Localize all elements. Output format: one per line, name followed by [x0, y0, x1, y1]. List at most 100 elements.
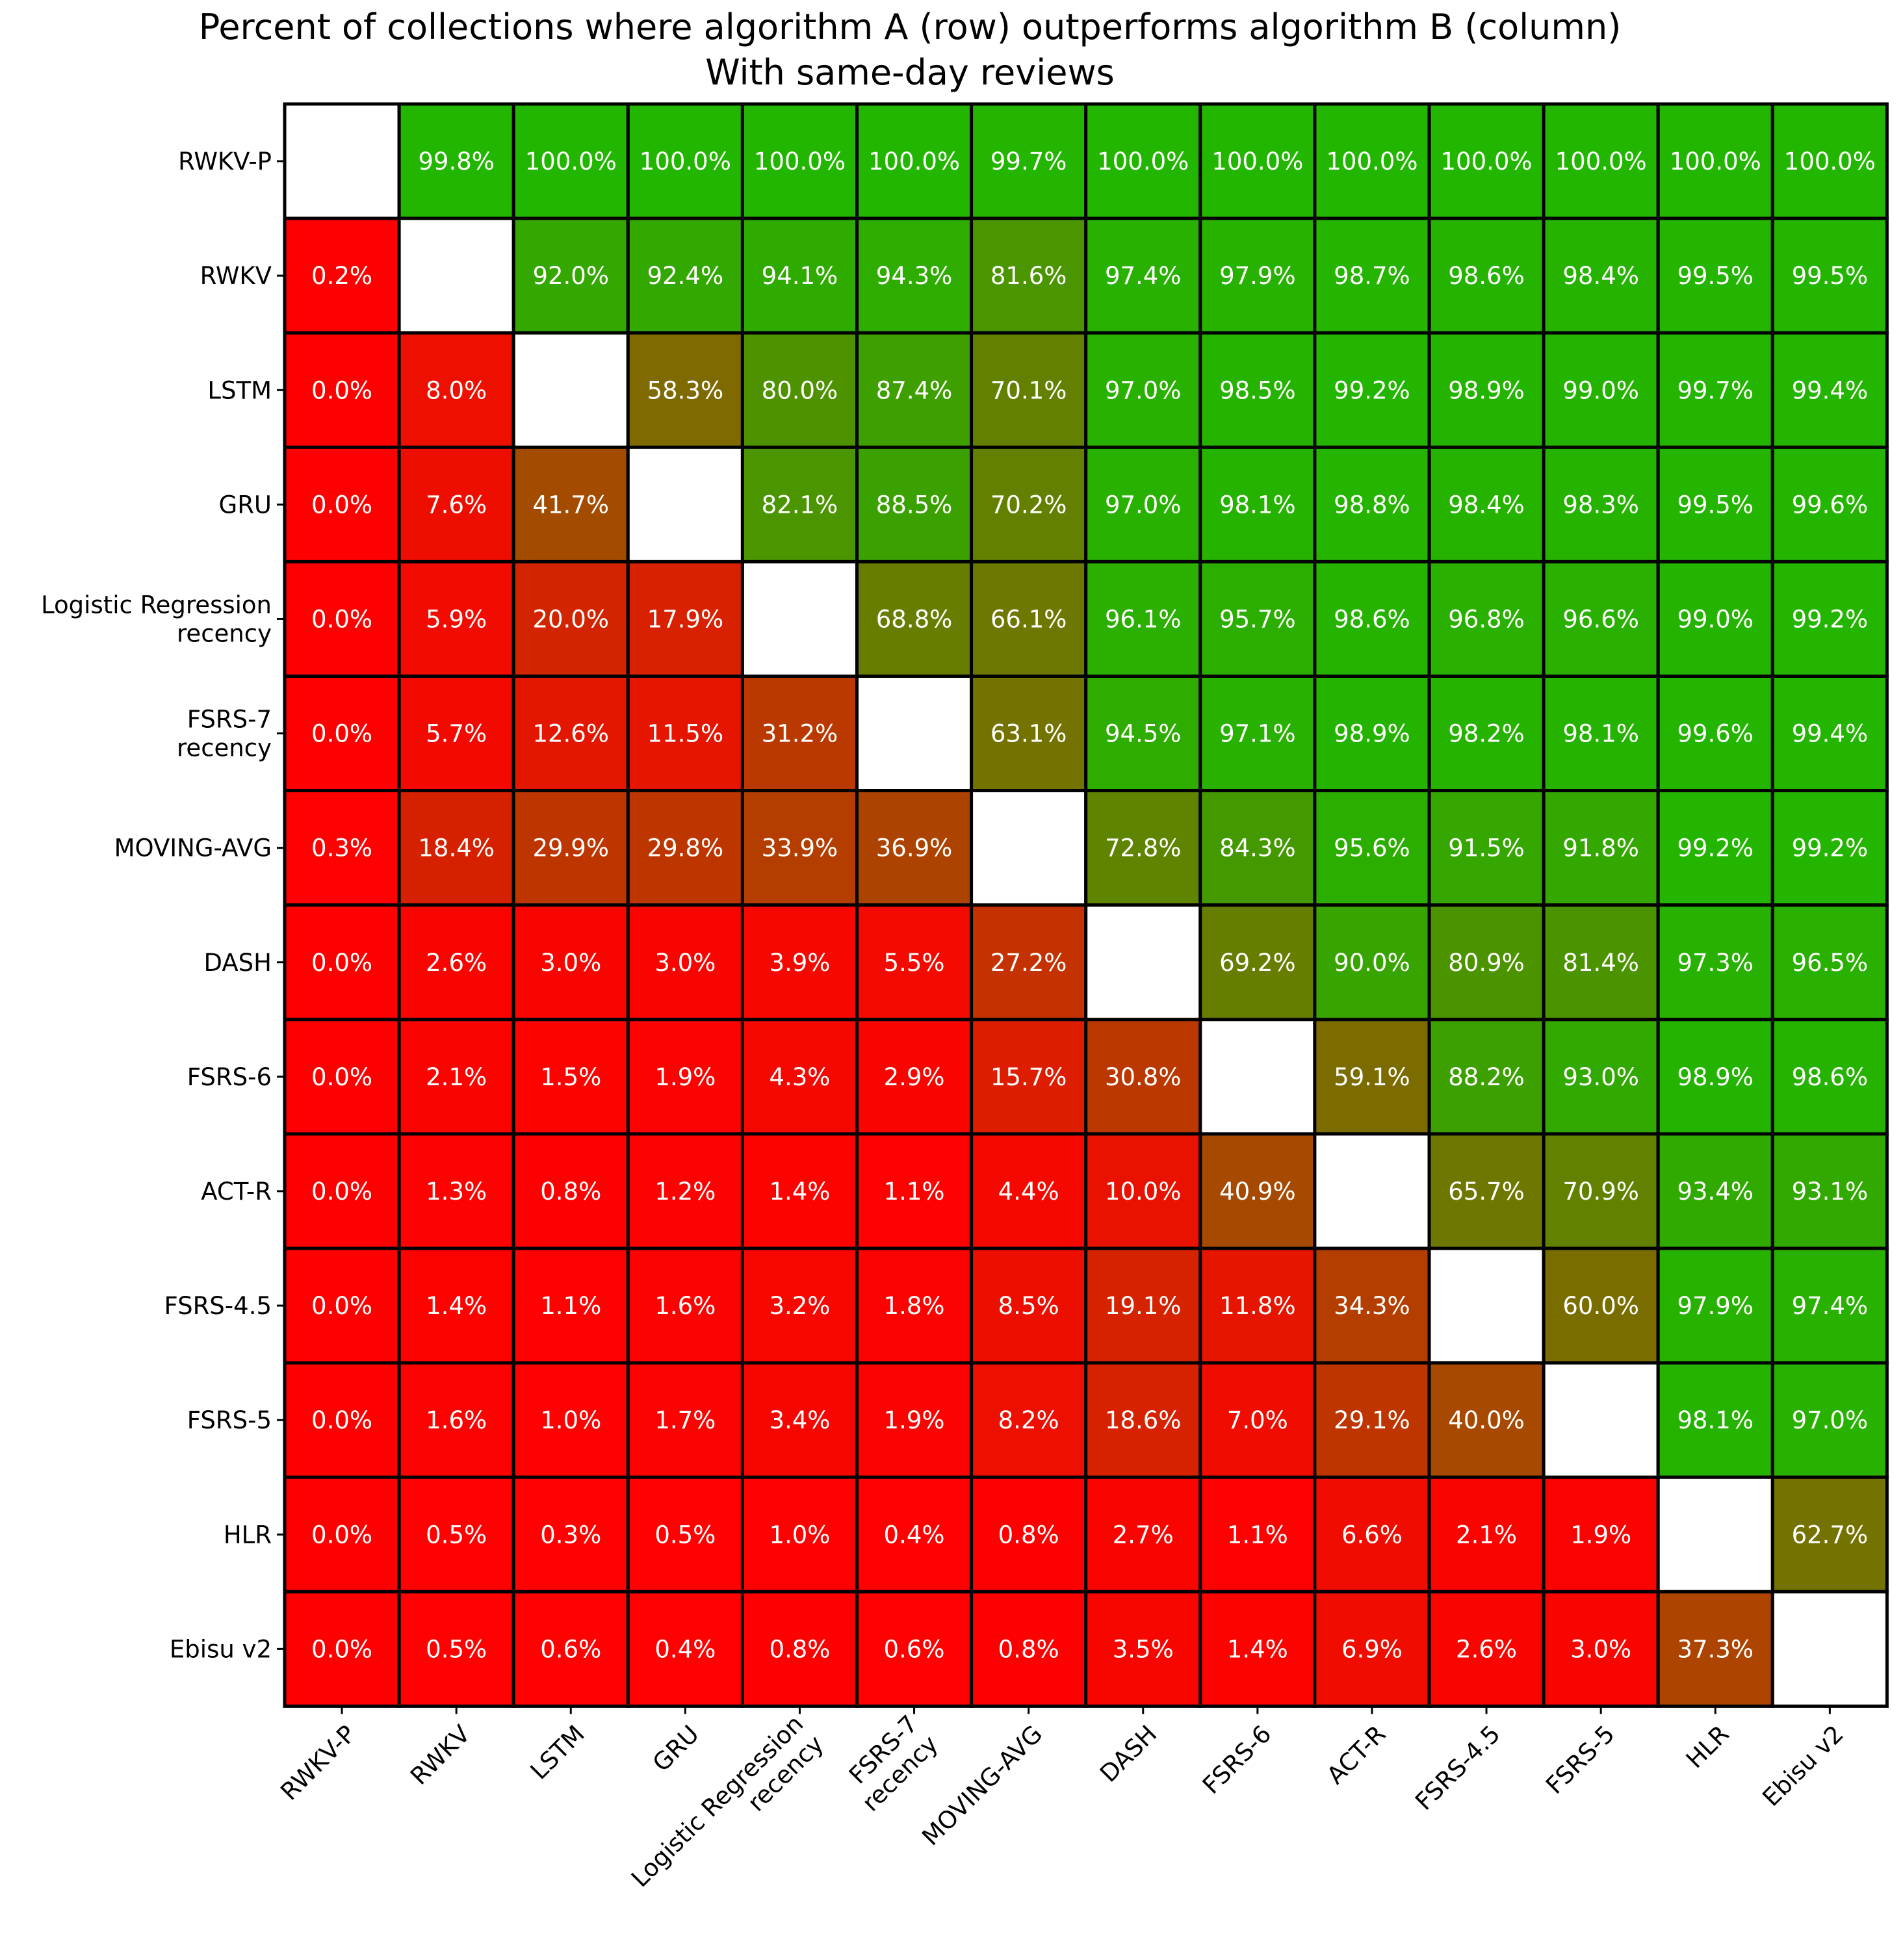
heatmap-cell: [1770, 445, 1889, 563]
cell-value-label: 29.9%: [532, 834, 609, 862]
cell-value-label: 98.7%: [1334, 262, 1410, 290]
heatmap-cell: [1656, 1590, 1774, 1708]
heatmap-cell: [626, 560, 744, 678]
heatmap-cell: [1198, 1590, 1317, 1708]
cell-value-label: 1.5%: [540, 1063, 601, 1091]
cell-value-label: 3.9%: [769, 949, 830, 977]
heatmap-cell: [970, 216, 1088, 335]
column-label: HLR: [1681, 1720, 1735, 1774]
heatmap-cell: [1656, 102, 1774, 220]
heatmap-cell: [1313, 1132, 1431, 1250]
heatmap-cell: [740, 903, 859, 1022]
heatmap-cell: [1198, 445, 1317, 563]
cell-value-label: 98.6%: [1792, 1063, 1869, 1091]
heatmap-cell: [1427, 331, 1546, 449]
cell-value-label: 94.3%: [876, 262, 953, 290]
heatmap-cell: [626, 445, 744, 563]
cell-value-label: 99.2%: [1792, 605, 1869, 633]
row-label: ACT-R: [201, 1178, 272, 1206]
cell-value-label: 0.0%: [311, 720, 372, 748]
column-label: Ebisu v2: [1757, 1720, 1848, 1812]
cell-value-label: 30.8%: [1105, 1063, 1182, 1091]
cell-value-label: 93.0%: [1562, 1063, 1639, 1091]
heatmap-cell: [1084, 675, 1202, 793]
heatmap-cell: [1770, 789, 1889, 907]
cell-value-label: 1.0%: [769, 1521, 830, 1549]
heatmap-cell: [740, 1475, 859, 1593]
heatmap-cell: [1427, 1246, 1546, 1365]
cell-value-label: 100.0%: [1211, 148, 1303, 175]
heatmap-cell: [1313, 789, 1431, 907]
cell-value-label: 1.2%: [654, 1178, 716, 1206]
cell-value-label: 37.3%: [1677, 1635, 1754, 1663]
row-labels: RWKV-P RWKV LSTM GRU Logistic Regression rece…: [41, 148, 285, 1663]
heatmap-cell: [1427, 102, 1546, 220]
heatmap-cell: [511, 1018, 630, 1136]
cell-value-label: 0.8%: [769, 1635, 830, 1663]
heatmap-cell: [970, 789, 1088, 907]
column-label: FSRS-4.5: [1410, 1720, 1505, 1816]
cell-value-label: 2.9%: [884, 1063, 945, 1091]
cell-value-label: 98.4%: [1562, 262, 1639, 290]
heatmap-cell: [283, 1475, 401, 1593]
heatmap-cell: [397, 1246, 515, 1365]
heatmap-cell: [1084, 789, 1202, 907]
cell-value-label: 87.4%: [876, 376, 953, 404]
heatmap-cell: [626, 1361, 744, 1479]
cell-value-label: 27.2%: [990, 949, 1067, 977]
heatmap-cell: [855, 1132, 974, 1250]
cell-value-label: 84.3%: [1219, 834, 1296, 862]
cell-value-label: 2.6%: [1456, 1635, 1517, 1663]
cell-value-label: 59.1%: [1334, 1063, 1410, 1091]
heatmap-cell: [855, 331, 974, 449]
row-label: Ebisu v2: [170, 1635, 272, 1663]
chart-title: Percent of collections where algorithm A…: [199, 6, 1622, 47]
cell-value-label: 0.4%: [884, 1521, 945, 1549]
cell-value-label: 96.1%: [1105, 605, 1182, 633]
cell-value-label: 2.1%: [426, 1063, 487, 1091]
heatmap-cell: [1656, 560, 1774, 678]
cell-value-label: 6.6%: [1341, 1521, 1403, 1549]
cell-value-label: 2.7%: [1113, 1521, 1174, 1549]
heatmap-cell: [626, 1132, 744, 1250]
cell-value-label: 41.7%: [532, 491, 609, 519]
cell-value-label: 100.0%: [1555, 148, 1647, 175]
heatmap-cell: [1313, 560, 1431, 678]
cell-value-label: 0.0%: [311, 1635, 372, 1663]
cell-value-label: 3.5%: [1113, 1635, 1174, 1663]
column-label: LSTM: [525, 1720, 590, 1785]
cell-value-label: 98.6%: [1334, 605, 1410, 633]
heatmap-cell: [1084, 216, 1202, 335]
heatmap-cell: [1542, 789, 1660, 907]
cell-value-label: 3.0%: [1570, 1635, 1631, 1663]
heatmap-cell: [1542, 1475, 1660, 1593]
heatmap-cell: [1770, 1361, 1889, 1479]
cell-value-label: 0.0%: [311, 1521, 372, 1549]
cell-value-label: 1.3%: [426, 1178, 487, 1206]
heatmap-cell: [1770, 216, 1889, 335]
heatmap-cell: [397, 102, 515, 220]
cell-value-label: 7.6%: [426, 491, 487, 519]
cell-value-label: 99.8%: [418, 148, 495, 175]
heatmap-cell: [1084, 1018, 1202, 1136]
cell-value-label: 95.7%: [1219, 605, 1296, 633]
cell-value-label: 29.8%: [647, 834, 724, 862]
cell-value-label: 99.6%: [1677, 720, 1754, 748]
heatmap-cell: [511, 102, 630, 220]
cell-value-label: 97.4%: [1792, 1292, 1869, 1320]
cell-value-label: 0.0%: [311, 1406, 372, 1434]
cell-value-label: 40.0%: [1448, 1406, 1525, 1434]
cell-value-label: 100.0%: [754, 148, 846, 175]
heatmap-cell: [1770, 1590, 1889, 1708]
column-label: Logistic Regressionrecency: [626, 1710, 829, 1913]
cell-value-label: 98.8%: [1334, 491, 1410, 519]
column-label: FSRS-5: [1540, 1720, 1620, 1799]
cell-value-label: 94.5%: [1105, 720, 1182, 748]
heatmap-cell: [1313, 675, 1431, 793]
heatmap-cell: [626, 331, 744, 449]
cell-value-label: 40.9%: [1219, 1178, 1296, 1206]
cell-value-label: 98.2%: [1448, 720, 1525, 748]
row-label: RWKV: [200, 262, 272, 290]
cell-value-label: 100.0%: [640, 148, 731, 175]
